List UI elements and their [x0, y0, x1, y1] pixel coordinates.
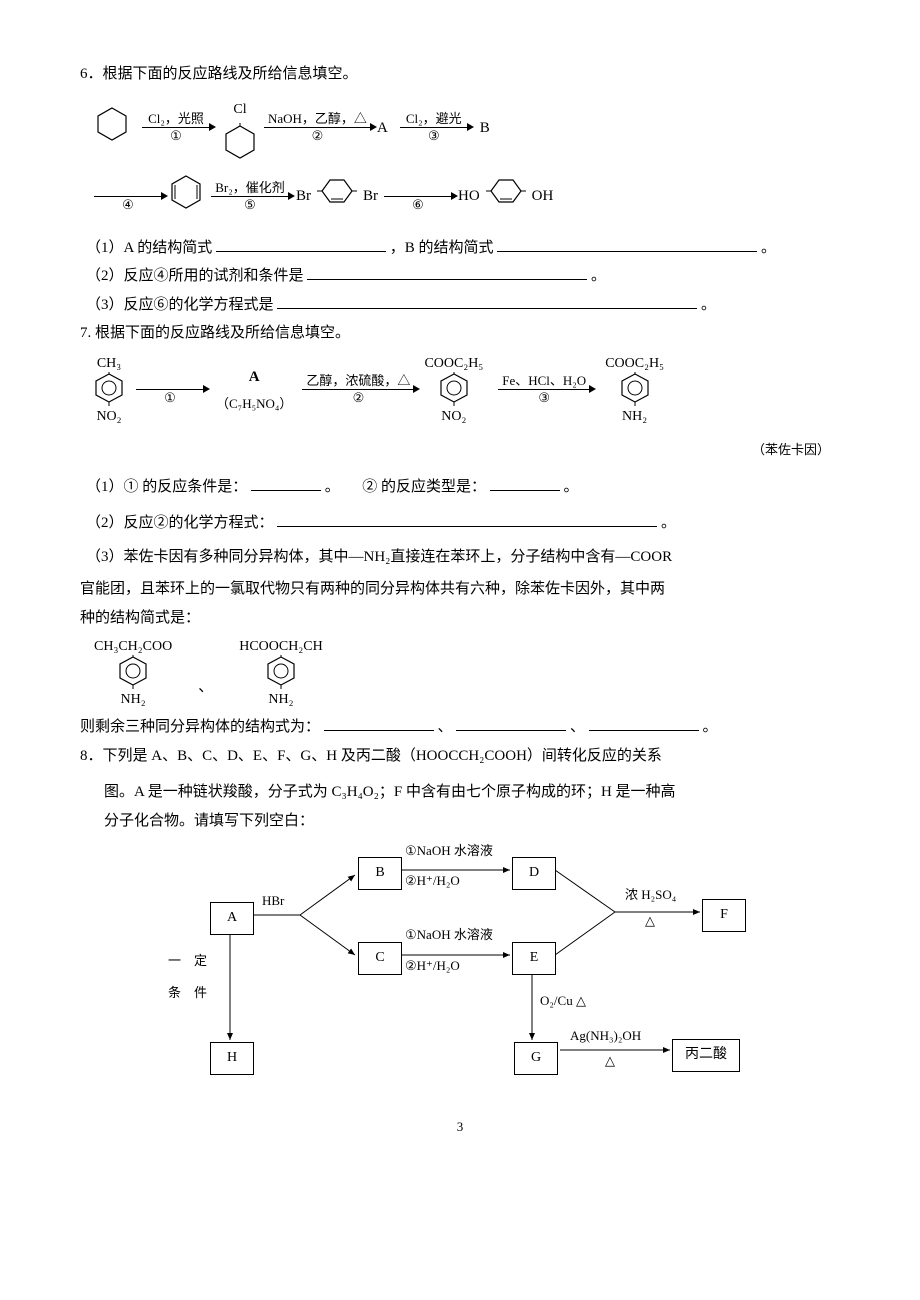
lbl-h2: ②H⁺/H₂O [405, 958, 460, 974]
lbl-hbr: HBr [262, 893, 284, 909]
blank-q7-cond[interactable] [251, 475, 321, 491]
lbl-h2so4: 浓 H₂SO₄ [625, 887, 676, 903]
chlorocyclohexane-icon: Cl [222, 97, 258, 160]
arrow-7-1: ① [130, 374, 210, 406]
q7-p3-1: （3）苯佐卡因有多种同分异构体，其中—NH₂直接连在苯环上，分子结构中含有—CO… [86, 541, 840, 574]
blank-q7-eqn[interactable] [277, 511, 657, 527]
letter-A: A [377, 114, 388, 143]
lbl-delta3: △ [605, 1053, 615, 1069]
lbl-naoh2: ①NaOH 水溶液 [405, 927, 493, 943]
q6-p1: （1）A 的结构简式 ，B 的结构简式 。 [86, 234, 840, 263]
lbl-delta1: △ [645, 913, 655, 929]
q7-p1: （1）① 的反应条件是： 。 ② 的反应类型是： 。 [86, 469, 840, 505]
blank-iso-b[interactable] [456, 715, 566, 731]
toluene-no2: CH₃ NO₂ [94, 356, 124, 425]
q7-p3-tail: 则剩余三种同分异构体的结构式为： 、 、 。 [80, 713, 840, 742]
sep-1: 、 [198, 673, 213, 702]
arrow-4: ④ [94, 181, 162, 213]
q8-flowchart: A B C D E F G H 丙二酸 HBr ①NaOH 水溶液 ②H⁺/H₂… [200, 845, 780, 1105]
dibromo-ring-icon [317, 176, 357, 217]
lbl-naoh1: ①NaOH 水溶液 [405, 843, 493, 859]
node-prop: 丙二酸 [672, 1039, 740, 1072]
node-H: H [210, 1042, 254, 1075]
node-C: C [358, 942, 402, 975]
blank-q7-type[interactable] [490, 475, 560, 491]
br-left: Br [296, 182, 311, 211]
q8-header-1: 8．下列是 A、B、C、D、E、F、G、H 及丙二酸（HOOCCH₂COOH）间… [80, 742, 840, 771]
lbl-cond1: 一 定 [168, 953, 207, 969]
blank-q6-4[interactable] [307, 264, 587, 280]
arrow-3: Cl₂，避光 ③ [394, 112, 474, 144]
isomer-1: CH₃CH₂COO NH₂ [94, 639, 172, 708]
q6-p3: （3）反应⑥的化学方程式是 。 [86, 291, 840, 320]
benzocaine-note: （苯佐卡因） [80, 438, 830, 463]
cyclohexadiene-icon [168, 173, 204, 220]
node-E: E [512, 942, 556, 975]
ho-left: HO [458, 182, 480, 211]
q8-header-3: 分子化合物。请填写下列空白： [104, 807, 840, 836]
q8-header-2: 图。A 是一种链状羧酸，分子式为 C₃H₄O₂；F 中含有由七个原子构成的环；H… [104, 778, 840, 807]
compound-A: A （C₇H₅NO₄） [216, 363, 292, 416]
br-right: Br [363, 182, 378, 211]
lbl-cond2: 条 件 [168, 985, 207, 1001]
blank-iso-a[interactable] [324, 715, 434, 731]
q7-p3-2: 官能团，且苯环上的一氯取代物只有两种的同分异构体共有六种，除苯佐卡因外，其中两 [80, 574, 840, 604]
node-B: B [358, 857, 402, 890]
arrow-7-2: 乙醇，浓硫酸，△ ② [298, 374, 418, 406]
blank-iso-c[interactable] [589, 715, 699, 731]
q6-row2: ④ Br₂，催化剂 ⑤ Br Br ⑥ HO OH [94, 173, 840, 220]
arrow-1: Cl₂，光照 ① [136, 112, 216, 144]
arrow-6: ⑥ [384, 181, 452, 213]
node-F: F [702, 899, 746, 932]
isomer-2: HCOOCH₂CH NH₂ [239, 639, 322, 708]
page-number: 3 [80, 1115, 840, 1140]
blank-q6-a[interactable] [216, 236, 386, 252]
lbl-h1: ②H⁺/H₂O [405, 873, 460, 889]
cyclohexane-icon [94, 105, 130, 152]
node-A: A [210, 902, 254, 935]
arrow-5: Br₂，催化剂 ⑤ [210, 181, 290, 213]
letter-B: B [480, 114, 490, 143]
q6-p2: （2）反应④所用的试剂和条件是 。 [86, 262, 840, 291]
ester-no2: COOC₂H₅ NO₂ [424, 356, 483, 425]
q7-isomers: CH₃CH₂COO NH₂ 、 HCOOCH₂CH NH₂ [94, 639, 840, 708]
node-G: G [514, 1042, 558, 1075]
lbl-ag: Ag(NH₃)₂OH [570, 1028, 641, 1044]
diol-ring-icon [486, 176, 526, 217]
benzocaine: COOC₂H₅ NH₂ [605, 356, 664, 425]
lbl-o2cu: O₂/Cu △ [540, 993, 586, 1009]
q7-scheme: CH₃ NO₂ ① A （C₇H₅NO₄） 乙醇，浓硫酸，△ ② COOC₂H₅… [94, 356, 840, 425]
q7-header: 7. 根据下面的反应路线及所给信息填空。 [80, 319, 840, 348]
blank-q6-b[interactable] [497, 236, 757, 252]
blank-q6-6[interactable] [277, 293, 697, 309]
q7-p2: （2）反应②的化学方程式： 。 [86, 505, 840, 541]
node-D: D [512, 857, 556, 890]
oh-right: OH [532, 182, 554, 211]
arrow-7-3: Fe、HCl、H₂O ③ [489, 374, 599, 406]
arrow-2: NaOH，乙醇，△ ② [264, 112, 371, 144]
q7-p3-3: 种的结构简式是： [80, 604, 840, 633]
q6-row1: Cl₂，光照 ① Cl NaOH，乙醇，△ ② A Cl₂，避光 ③ B [94, 97, 840, 160]
q6-header: 6．根据下面的反应路线及所给信息填空。 [80, 60, 840, 89]
